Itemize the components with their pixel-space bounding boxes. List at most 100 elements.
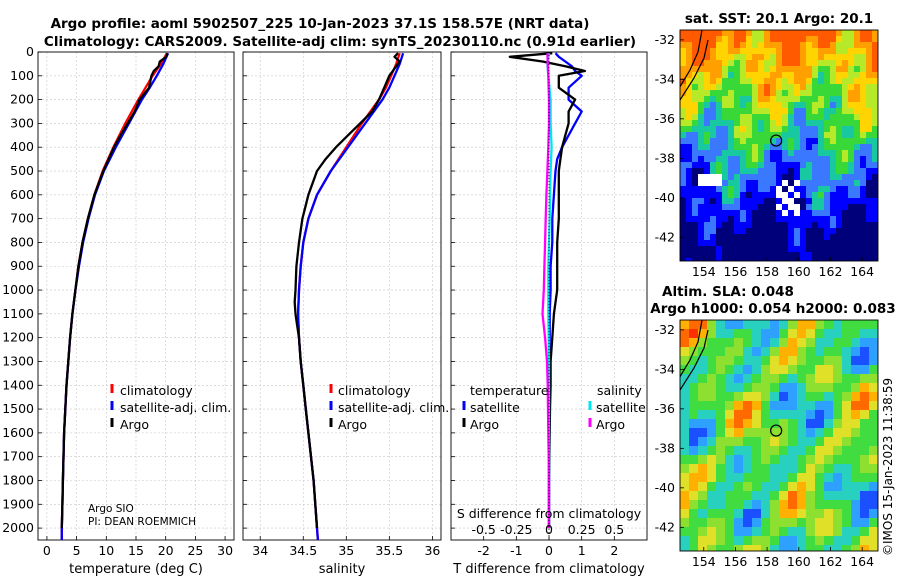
map-cell [833,365,843,375]
s-tick-label: -0.25 [500,522,532,537]
map-cell [770,509,780,519]
map-cell [842,114,849,121]
map-cell [722,30,729,37]
map-cell [782,132,789,139]
map-cell [761,320,771,330]
map-cell [782,30,789,37]
map-cell [836,54,843,61]
map-cell [812,168,819,175]
map-cell [836,246,843,253]
map-cell [728,126,735,133]
map-cell [836,192,843,199]
map-cell [698,374,708,384]
map-cell [764,204,771,211]
map-cell [710,66,717,73]
map-cell [782,96,789,103]
map-cell [872,114,878,121]
map-cell [743,482,753,492]
map-cell [860,365,870,375]
map-cell [716,536,726,546]
map-cell [692,126,699,133]
map-cell [782,192,789,199]
map-cell [752,126,759,133]
map-cell [716,356,726,366]
map-cell [728,144,735,151]
map-cell [734,446,744,456]
map-cell [740,138,747,145]
map-cell [776,84,783,91]
map-cell [722,102,729,109]
map-cell [833,329,843,339]
map-cell [746,240,753,247]
map-cell [761,419,771,429]
map-cell [872,144,878,151]
map-cell [734,500,744,510]
series-line [541,53,551,529]
map-cell [794,96,801,103]
map-cell [752,36,759,43]
map-cell [776,162,783,169]
map-cell [746,84,753,91]
map-cell [689,491,699,501]
coastline [680,30,703,88]
map-cell [734,114,741,121]
map-cell [842,192,849,199]
map-cell [716,54,723,61]
map-cell [680,383,690,393]
map-cell [782,48,789,55]
map-cell [746,78,753,85]
map-cell [851,491,861,501]
map-cell [860,320,870,330]
map-cell [860,329,870,339]
map-cell [854,216,861,223]
map-cell [692,252,699,259]
map-cell [830,252,837,259]
map-cell [686,108,693,115]
legend-label: Argo [120,417,149,432]
map-cell [818,72,825,79]
map-cell [698,66,705,73]
map-cell [680,156,687,163]
map-cell [704,54,711,61]
map-cell [764,120,771,127]
map-cell [728,120,735,127]
map-cell [869,446,878,456]
map-cell [686,246,693,253]
map-cell [848,138,855,145]
map-cell [788,216,795,223]
map-cell [848,60,855,67]
map-cell [758,78,765,85]
map-cell [866,186,873,193]
map-cell [812,144,819,151]
map-cell [776,174,783,181]
map-cell [869,464,878,474]
map-cell [806,509,816,519]
map-cell [806,338,816,348]
map-cell [794,192,801,199]
map-cell [770,518,780,528]
map-cell [833,455,843,465]
map-cell [806,36,813,43]
map-cell [806,162,813,169]
map-cell [812,246,819,253]
map-cell [743,338,753,348]
map-cell [851,455,861,465]
map-cell [851,509,861,519]
map-cell [788,258,795,261]
map-cell [806,174,813,181]
map-cell [764,36,771,43]
map-cell [689,374,699,384]
map-cell [812,54,819,61]
map-cell [686,204,693,211]
map-cell [740,240,747,247]
map-cell [854,126,861,133]
map-cell [716,222,723,229]
map-cell [776,96,783,103]
map-cell [800,216,807,223]
map-cell [689,338,699,348]
map-cell [800,144,807,151]
map-cell [782,72,789,79]
map-cell [752,210,759,217]
depth-tick-label: 600 [10,187,34,202]
map-cell [788,162,795,169]
